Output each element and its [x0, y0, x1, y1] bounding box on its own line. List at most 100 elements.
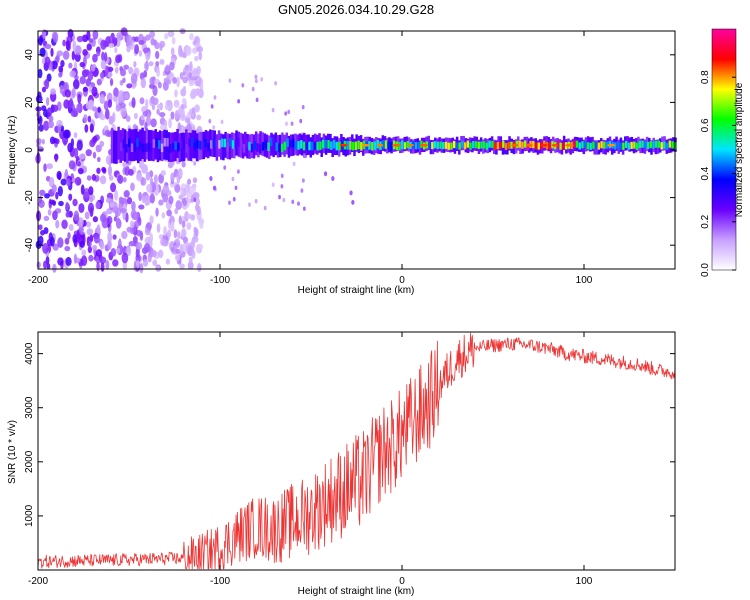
spectrogram-noise-cell: [65, 211, 70, 218]
spectrogram-band-cell: [549, 138, 553, 154]
spectrogram-noise-cell: [182, 236, 189, 244]
spectrogram-noise-cell: [49, 236, 55, 247]
spectrogram-noise-cell: [186, 222, 192, 231]
spectrogram-noise-cell: [118, 196, 124, 204]
spectrogram-core-cell: [275, 142, 278, 152]
spectrogram-noise-cell: [255, 97, 259, 103]
spectrogram-noise-cell: [92, 53, 98, 63]
spectrogram-x-ticks: -200 -100 0 100: [28, 31, 593, 286]
spectrogram-core-cell: [469, 142, 472, 150]
spectrogram-noise-cell: [164, 33, 169, 40]
spectrogram-noise-cell: [114, 47, 118, 54]
spectrogram-noise-cell: [57, 257, 64, 266]
spectrogram-noise-cell: [149, 215, 154, 224]
spectrogram-band-cell: [123, 129, 127, 162]
spectrogram-noise-cell: [60, 59, 65, 68]
spectrogram-noise-cell: [85, 149, 92, 157]
spectrogram-peak-cell: [551, 143, 558, 147]
spectrogram-noise-cell: [300, 188, 304, 193]
spectrogram-peak-cell: [361, 143, 370, 147]
snr-x-label: Height of straight line (km): [298, 586, 415, 597]
spectrogram-core-cell: [327, 140, 330, 149]
spectrogram-noise-cell: [89, 99, 94, 109]
spectrogram-noise-cell: [147, 112, 151, 120]
spectrogram-core-cell: [439, 141, 442, 149]
spectrogram-core-cell: [466, 140, 470, 148]
spectrogram-noise-cell: [63, 99, 70, 109]
spectrogram-noise-cell: [120, 106, 127, 118]
spectrogram-noise-cell: [88, 38, 94, 44]
spectrogram-noise-cell: [87, 115, 92, 123]
colorbar-label: Normalized spectral amplitude: [734, 82, 745, 217]
spectrogram-noise-cell: [156, 67, 160, 78]
spectrogram-noise-cell: [142, 47, 150, 53]
spectrogram-core-cell: [256, 143, 259, 152]
spectrogram-noise-cell: [159, 58, 165, 65]
spectrogram-core-cell: [313, 141, 317, 151]
spectrogram-noise-cell: [135, 254, 141, 263]
spectrogram-noise-cell: [65, 40, 71, 51]
spectrogram-noise-cell: [174, 184, 181, 193]
spectrogram-core-cell: [160, 143, 164, 153]
spectrogram-noise-cell: [197, 263, 202, 272]
spectrogram-noise-cell: [196, 65, 201, 76]
spectrogram-noise-cell: [139, 97, 145, 105]
spectrogram-core-cell: [283, 141, 287, 151]
spectrogram-core-cell: [316, 141, 319, 151]
spectrogram-noise-cell: [131, 97, 136, 109]
snr-marks: [37, 332, 676, 570]
spectrogram-noise-cell: [112, 259, 119, 267]
spectrogram-noise-cell: [52, 263, 57, 273]
spectrogram-noise-cell: [179, 113, 186, 122]
spectrogram-band-cell: [517, 136, 520, 151]
spectrogram-noise-cell: [76, 103, 81, 111]
spectrogram-core-cell: [133, 142, 136, 152]
spectrogram-noise-cell: [181, 98, 186, 105]
spectrogram-core-cell: [209, 140, 213, 149]
spectrogram-noise-cell: [181, 220, 186, 229]
spectrogram-core-cell: [147, 142, 150, 152]
spectrogram-noise-cell: [86, 221, 92, 228]
spectrogram-band-cell: [538, 139, 542, 154]
spectrogram-noise-cell: [41, 138, 45, 145]
spectrogram-band-cell: [167, 132, 171, 162]
spectrogram-core-cell: [199, 140, 202, 150]
spectrogram-noise-cell: [45, 96, 50, 106]
spectrogram-noise-cell: [231, 176, 235, 182]
spectrogram-y-tick-label: -20: [24, 190, 35, 205]
spectrogram-noise-cell: [44, 43, 52, 50]
spectrogram-noise-cell: [58, 71, 63, 78]
spectrogram-band-cell: [582, 139, 586, 155]
spectrogram-band-cell: [141, 127, 144, 159]
spectrogram-noise-cell: [52, 31, 59, 43]
spectrogram-noise-cell: [103, 52, 108, 62]
spectrogram-noise-cell: [149, 193, 155, 204]
spectrogram-noise-cell: [194, 80, 201, 87]
spectrogram-core-cell: [229, 138, 232, 147]
spectrogram-noise-cell: [193, 191, 200, 200]
spectrogram-noise-cell: [323, 171, 328, 177]
spectrogram-core-cell: [507, 141, 510, 149]
spectrogram-core-cell: [218, 140, 221, 149]
spectrogram-noise-cell: [181, 228, 186, 238]
spectrogram-noise-cell: [78, 224, 84, 235]
spectrogram-noise-cell: [110, 182, 117, 193]
spectrogram-noise-cell: [126, 196, 133, 205]
spectrogram-noise-cell: [120, 68, 127, 77]
spectrogram-noise-cell: [191, 107, 196, 115]
spectrogram-band-cell: [276, 135, 280, 158]
spectrogram-noise-cell: [70, 109, 78, 118]
spectrogram-core-cell: [401, 140, 404, 149]
spectrogram-core-cell: [619, 142, 622, 150]
spectrogram-noise-cell: [64, 168, 69, 178]
spectrogram-noise-cell: [178, 215, 182, 225]
spectrogram-core-cell: [444, 141, 448, 149]
spectrogram-x-label: Height of straight line (km): [298, 285, 415, 296]
spectrogram-noise-cell: [49, 199, 56, 205]
spectrogram-core-cell: [193, 142, 197, 151]
spectrogram-core-cell: [649, 141, 652, 149]
spectrogram-noise-cell: [144, 61, 149, 71]
spectrogram-noise-cell: [195, 244, 202, 254]
spectrogram-noise-cell: [107, 231, 113, 243]
spectrogram-band-cell: [451, 137, 455, 152]
